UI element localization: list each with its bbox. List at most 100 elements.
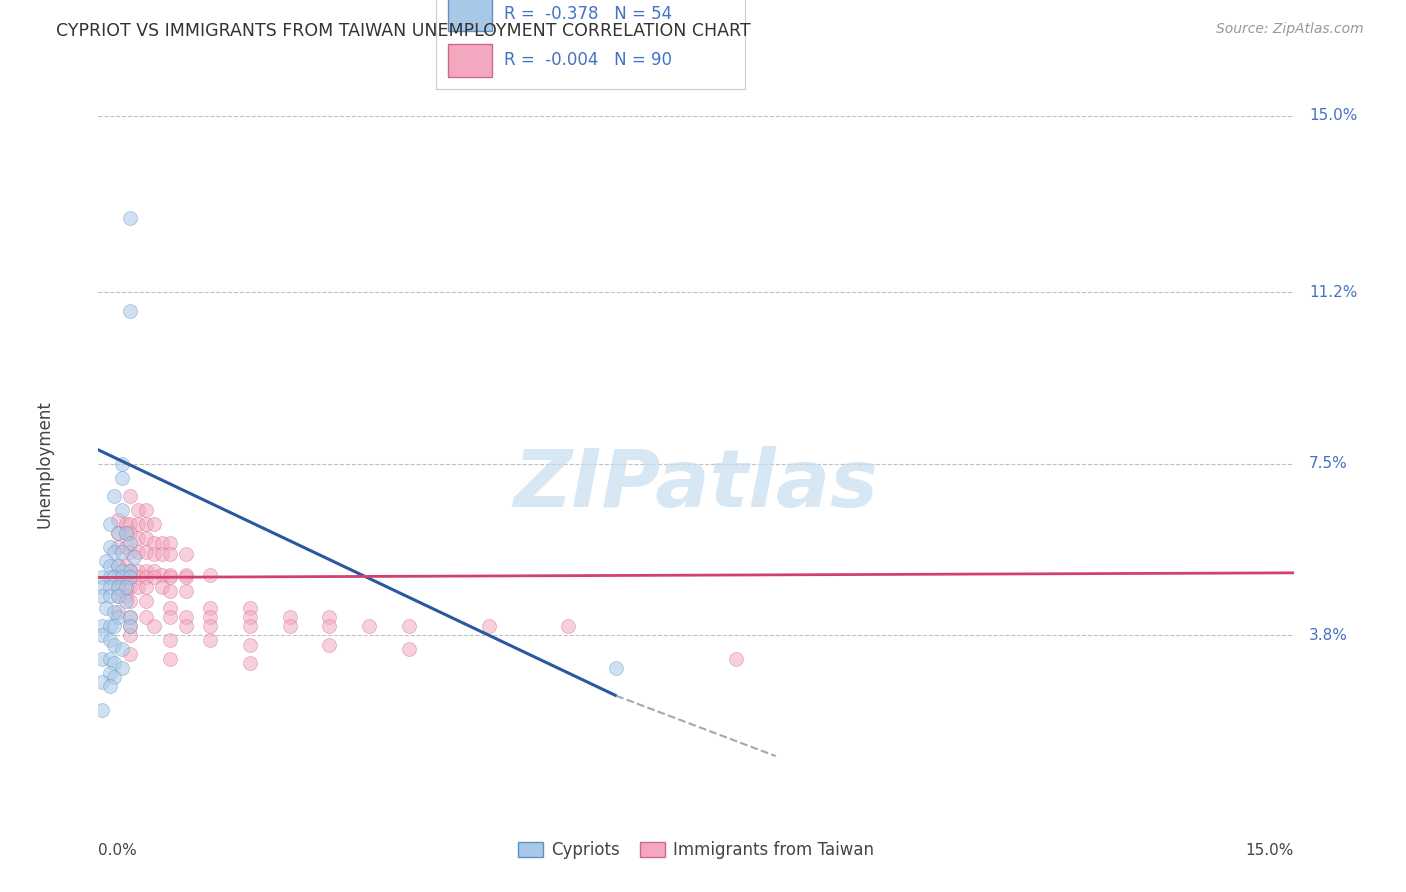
Point xyxy=(120,570,142,584)
Point xyxy=(135,580,157,594)
Point xyxy=(115,558,138,573)
Point xyxy=(198,568,221,582)
Point xyxy=(91,703,114,717)
Point xyxy=(107,589,129,603)
Point xyxy=(98,619,122,633)
Point xyxy=(127,580,149,594)
Point xyxy=(120,628,142,642)
Point xyxy=(91,619,114,633)
Text: 7.5%: 7.5% xyxy=(1309,457,1348,471)
Point xyxy=(115,541,138,555)
Point xyxy=(120,580,142,594)
Point xyxy=(91,589,114,603)
Point xyxy=(120,647,142,661)
Point xyxy=(91,570,114,584)
Point xyxy=(359,619,381,633)
Point xyxy=(107,605,129,619)
Point xyxy=(135,593,157,607)
Point xyxy=(111,503,134,517)
Point xyxy=(143,535,166,549)
Point xyxy=(159,651,181,665)
Point xyxy=(107,541,129,555)
Text: CYPRIOT VS IMMIGRANTS FROM TAIWAN UNEMPLOYMENT CORRELATION CHART: CYPRIOT VS IMMIGRANTS FROM TAIWAN UNEMPL… xyxy=(56,22,751,40)
Point xyxy=(120,489,142,503)
Point xyxy=(107,570,129,584)
Point xyxy=(143,564,166,578)
Point xyxy=(107,526,129,541)
Point xyxy=(278,610,301,624)
Point xyxy=(120,517,142,532)
Point xyxy=(318,619,340,633)
Point xyxy=(143,570,166,584)
Point xyxy=(198,600,221,615)
Point xyxy=(135,610,157,624)
Point xyxy=(159,570,181,584)
Point xyxy=(107,580,129,594)
Point xyxy=(115,593,138,607)
Point xyxy=(103,638,125,652)
Point xyxy=(103,619,125,633)
Point xyxy=(96,554,118,568)
Point xyxy=(120,564,142,578)
Point xyxy=(159,568,181,582)
Point xyxy=(159,535,181,549)
Point xyxy=(120,593,142,607)
Bar xyxy=(449,0,492,30)
Point xyxy=(120,535,142,549)
Point xyxy=(107,558,129,573)
Text: ZIPatlas: ZIPatlas xyxy=(513,446,879,524)
Point xyxy=(127,517,149,532)
Point xyxy=(103,670,125,684)
Point xyxy=(150,547,173,561)
Point xyxy=(318,638,340,652)
Point xyxy=(174,619,197,633)
Text: 15.0%: 15.0% xyxy=(1246,843,1294,858)
Legend: Cypriots, Immigrants from Taiwan: Cypriots, Immigrants from Taiwan xyxy=(512,835,880,866)
Point xyxy=(135,545,157,559)
Point xyxy=(174,568,197,582)
Point xyxy=(107,610,129,624)
Point xyxy=(239,619,262,633)
Text: R =  -0.004   N = 90: R = -0.004 N = 90 xyxy=(503,52,672,70)
Point xyxy=(239,610,262,624)
Point xyxy=(111,564,134,578)
Point xyxy=(107,512,129,526)
Point xyxy=(98,651,122,665)
Point xyxy=(98,665,122,680)
Point xyxy=(143,517,166,532)
Point xyxy=(120,619,142,633)
Point xyxy=(143,547,166,561)
Point xyxy=(150,535,173,549)
Bar xyxy=(449,44,492,77)
Point xyxy=(115,526,138,541)
Point xyxy=(91,674,114,689)
Point xyxy=(120,610,142,624)
Point xyxy=(98,589,122,603)
Point xyxy=(115,526,138,541)
Point xyxy=(724,651,747,665)
Text: Source: ZipAtlas.com: Source: ZipAtlas.com xyxy=(1216,22,1364,37)
Point xyxy=(198,610,221,624)
Point xyxy=(150,580,173,594)
Point xyxy=(127,545,149,559)
Point xyxy=(111,661,134,675)
Point xyxy=(111,570,134,584)
Point xyxy=(127,531,149,545)
Point xyxy=(115,517,138,532)
Point xyxy=(115,580,138,594)
Point xyxy=(103,489,125,503)
Point xyxy=(127,564,149,578)
Point xyxy=(120,570,142,584)
Point xyxy=(124,549,146,564)
Point xyxy=(135,531,157,545)
Point xyxy=(111,545,134,559)
Point xyxy=(159,610,181,624)
Text: 11.2%: 11.2% xyxy=(1309,285,1357,300)
Point xyxy=(111,471,134,485)
Point xyxy=(98,580,122,594)
Point xyxy=(115,580,138,594)
Point xyxy=(98,680,122,694)
Point xyxy=(135,564,157,578)
Point xyxy=(239,600,262,615)
Point xyxy=(103,545,125,559)
